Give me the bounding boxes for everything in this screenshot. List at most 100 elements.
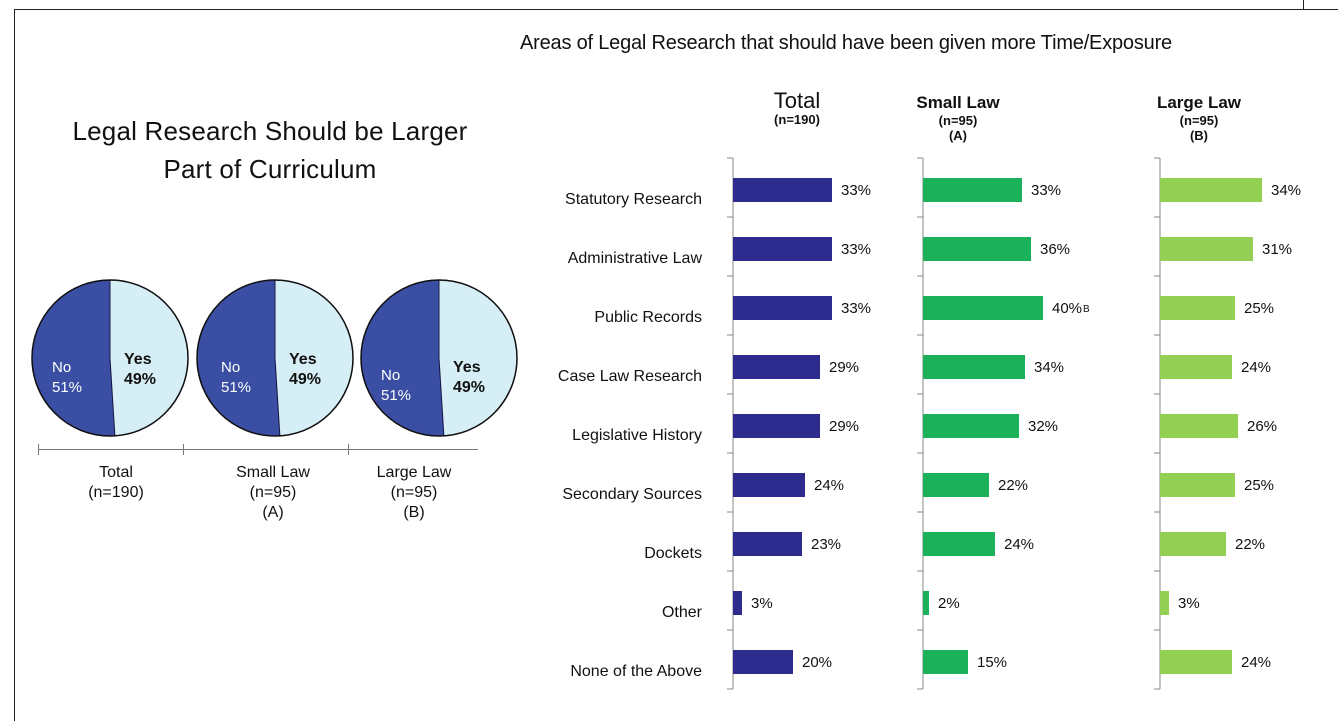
bar-group-header-small-law: Small Law (n=95) (A) [878,93,1038,143]
group-n: (n=190) [774,112,820,127]
bar-value-label: 33% [1031,182,1061,199]
frame-corner-mark [1303,0,1304,9]
bar [733,178,832,202]
pie-label-yes: Yes [289,351,317,368]
bar [1160,355,1232,379]
pie-value-no: 51% [52,379,82,396]
bar [733,296,832,320]
frame-left-border [14,9,15,721]
bar [1160,414,1238,438]
pie-category-tag: (B) [403,504,425,521]
bar-value-label: 33% [841,182,871,199]
pie-outline [196,279,354,437]
bar-value-label: 24% [1241,359,1271,376]
pie-label-yes: Yes [124,351,152,368]
pie-axis-tick [348,444,349,455]
bar [923,473,989,497]
bar [733,237,832,261]
pie-slice-no [31,279,116,437]
bar-value-label: 33% [841,300,871,317]
bar-value-label: 26% [1247,418,1277,435]
bar-value-label: 15% [977,654,1007,671]
bar [923,237,1031,261]
bar [923,178,1022,202]
bar-value-label: 22% [1235,536,1265,553]
pie-value-no: 51% [221,379,251,396]
pie-category-small-law: Small Law (n=95) (A) [218,463,328,523]
bar [1160,591,1169,615]
pie-chart-small-law: No 51% Yes 49% [196,279,354,437]
pie-category-name: Small Law [236,464,310,481]
bar-value-label: 3% [751,595,773,612]
category-label: None of the Above [570,663,702,680]
bar-value-label: 40% [1052,300,1082,317]
bar [733,414,820,438]
group-tag: (B) [1189,128,1209,143]
pie-title-line1: Legal Research Should be Larger [72,116,468,146]
category-label: Statutory Research [565,191,702,208]
bar [923,532,995,556]
bar [733,650,793,674]
pie-outline [360,279,518,437]
bar-group-header-total: Total (n=190) [717,88,877,128]
category-label: Other [661,604,702,621]
pie-category-total: Total (n=190) [61,463,171,503]
bar-value-label: 24% [1004,536,1034,553]
bar [1160,178,1262,202]
bar-value-label: 24% [814,477,844,494]
pie-outline [31,279,189,437]
bar [923,650,968,674]
significance-marker: B [1083,304,1090,315]
bar-value-label: 33% [841,241,871,258]
group-name: Total [773,88,821,113]
bar-value-label: 34% [1034,359,1064,376]
pie-label-yes: Yes [453,359,481,376]
bar-value-label: 36% [1040,241,1070,258]
pie-value-yes: 49% [289,371,321,388]
bar [923,414,1019,438]
pie-category-large-law: Large Law (n=95) (B) [359,463,469,523]
pie-slice-no [196,279,281,437]
pie-value-no: 51% [381,387,411,404]
bar-value-label: 20% [802,654,832,671]
bar [1160,296,1235,320]
bar-value-label: 25% [1244,477,1274,494]
bar-chart-small-law: 33% 36% 40% B 34% 32% 22% 24% 2% 15% [917,157,1090,690]
pie-category-name: Total [99,464,133,481]
bar-value-label: 3% [1178,595,1200,612]
bar-value-label: 29% [829,418,859,435]
bar-value-label: 22% [998,477,1028,494]
pie-title-line2: Part of Curriculum [163,154,377,184]
pie-category-n: (n=95) [249,484,297,501]
bar [733,473,805,497]
pie-axis-tick [183,444,184,455]
pie-label-no: No [52,359,71,376]
bar-value-label: 24% [1241,654,1271,671]
category-label: Public Records [594,309,702,326]
frame-top-border [14,9,1338,10]
pie-category-n: (n=95) [390,484,438,501]
bar [923,296,1043,320]
pie-chart-total: No 51% Yes 49% [31,279,189,437]
bar-value-label: 23% [811,536,841,553]
bar [733,532,802,556]
pie-axis-tick [38,444,39,455]
bar [1160,473,1235,497]
group-name: Small Law [916,93,1000,112]
pie-category-tag: (A) [262,504,284,521]
bar [1160,532,1226,556]
bar [923,591,929,615]
pie-value-yes: 49% [453,379,485,396]
category-label: Legislative History [572,427,702,444]
pie-slice-no [360,279,445,437]
pie-chart-large-law: No 51% Yes 49% [360,279,518,437]
bar-group-header-large-law: Large Law (n=95) (B) [1119,93,1279,143]
bar-value-label: 29% [829,359,859,376]
bar [1160,237,1253,261]
bar-chart-total: 33% 33% 33% 29% 29% 24% 23% 3% 20% [727,157,871,690]
pie-category-name: Large Law [376,464,452,481]
pie-category-axis [38,449,478,450]
group-n: (n=95) [1179,113,1219,128]
bar-chart-large-law: 34% 31% 25% 24% 26% 25% 22% 3% 24% [1154,157,1301,690]
bar-value-label: 25% [1244,300,1274,317]
